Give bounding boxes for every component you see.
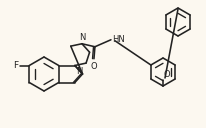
Text: HN: HN	[112, 35, 125, 44]
Text: F: F	[13, 61, 18, 70]
Text: O: O	[91, 62, 97, 71]
Text: N: N	[79, 33, 85, 42]
Text: O: O	[164, 70, 171, 79]
Text: N: N	[76, 67, 82, 77]
